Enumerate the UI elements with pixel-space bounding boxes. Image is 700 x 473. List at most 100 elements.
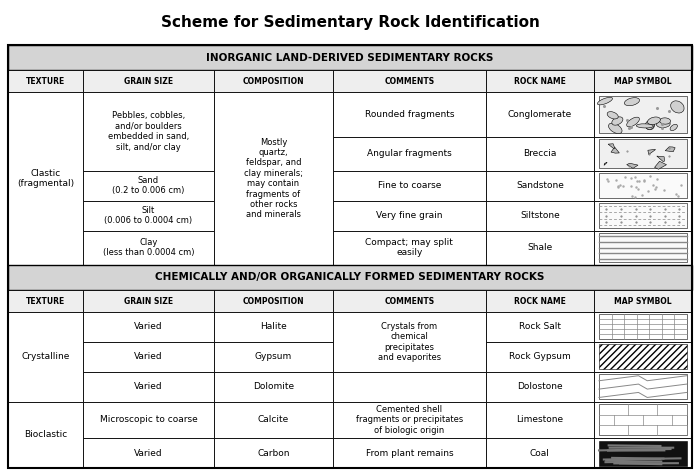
Text: TEXTURE: TEXTURE [26,77,65,86]
Text: Rounded fragments: Rounded fragments [365,110,454,119]
Bar [486,92,594,137]
Ellipse shape [597,97,612,105]
Bar [83,171,214,201]
Text: Crystalline: Crystalline [22,352,70,361]
Ellipse shape [648,117,660,124]
Bar [594,438,692,468]
Bar [594,342,692,372]
Ellipse shape [670,124,678,131]
Bar [594,312,692,342]
Text: Angular fragments: Angular fragments [367,149,452,158]
Bar [486,137,594,171]
Text: Sandstone: Sandstone [516,181,564,190]
Text: Fine to coarse: Fine to coarse [378,181,441,190]
Polygon shape [604,163,607,166]
Bar [214,438,333,468]
Text: ROCK NAME: ROCK NAME [514,77,566,86]
Bar [599,315,687,340]
Bar [8,45,692,468]
Bar [214,290,333,312]
Bar [214,70,333,92]
Ellipse shape [612,117,623,125]
Text: Coal: Coal [530,449,550,458]
Text: Dolostone: Dolostone [517,382,563,391]
Bar [486,171,594,201]
Polygon shape [626,163,638,168]
Ellipse shape [657,121,670,128]
Text: Siltstone: Siltstone [520,211,560,220]
Bar [83,201,214,230]
Ellipse shape [645,121,654,130]
Bar [83,312,214,342]
Polygon shape [608,144,615,149]
Bar [214,402,333,438]
Bar [83,372,214,402]
Polygon shape [648,149,655,155]
Bar [83,438,214,468]
Ellipse shape [659,118,671,124]
Text: COMMENTS: COMMENTS [384,297,435,306]
Text: COMPOSITION: COMPOSITION [243,297,304,306]
Bar [8,402,83,468]
Bar [8,70,83,92]
Bar [333,201,486,230]
Text: Crystals from
chemical
precipitates
and evaporites: Crystals from chemical precipitates and … [378,322,441,362]
Text: MAP SYMBOL: MAP SYMBOL [614,77,672,86]
Bar [486,290,594,312]
Bar [599,374,687,399]
Bar [594,372,692,402]
Bar [333,290,486,312]
Bar [486,438,594,468]
Text: ROCK NAME: ROCK NAME [514,297,566,306]
Bar [594,137,692,171]
Bar [333,372,486,402]
Text: Limestone: Limestone [517,415,564,424]
Ellipse shape [624,97,640,105]
Text: COMPOSITION: COMPOSITION [243,77,304,86]
Bar [594,201,692,230]
Text: Breccia: Breccia [523,149,556,158]
Bar [594,70,692,92]
Bar [486,402,594,438]
Bar [333,438,486,468]
Text: COMMENTS: COMMENTS [384,77,435,86]
Bar [594,92,692,137]
Ellipse shape [636,124,653,128]
Bar [599,233,687,262]
Bar [594,402,692,438]
Polygon shape [657,156,664,162]
Bar [83,290,214,312]
Ellipse shape [608,123,622,133]
Text: Microscopic to coarse: Microscopic to coarse [99,415,197,424]
Bar [599,441,687,466]
Bar [594,290,692,312]
Bar [486,312,594,342]
Text: MAP SYMBOL: MAP SYMBOL [614,297,672,306]
Bar [83,92,214,171]
Text: Varied: Varied [134,382,162,391]
Bar [8,290,83,312]
Text: Varied: Varied [134,449,162,458]
Ellipse shape [646,122,654,130]
Text: Rock Gypsum: Rock Gypsum [509,352,570,361]
Polygon shape [665,147,676,152]
Bar [8,312,83,402]
Text: Conglomerate: Conglomerate [508,110,572,119]
Text: Cemented shell
fragments or precipitates
of biologic origin: Cemented shell fragments or precipitates… [356,405,463,435]
Text: Clastic
(fragmental): Clastic (fragmental) [18,169,74,188]
Bar [486,70,594,92]
Text: Gypsum: Gypsum [255,352,292,361]
Bar [333,230,486,265]
Text: CHEMICALLY AND/OR ORGANICALLY FORMED SEDIMENTARY ROCKS: CHEMICALLY AND/OR ORGANICALLY FORMED SED… [155,272,545,282]
Text: Halite: Halite [260,323,287,332]
Bar [599,344,687,369]
Bar [594,171,692,201]
Polygon shape [611,147,620,153]
Bar [214,92,333,265]
Text: Shale: Shale [527,243,552,252]
Text: Bioclastic: Bioclastic [25,430,67,439]
Bar [333,312,486,372]
Bar [599,173,687,198]
Bar [333,171,486,201]
Bar [333,402,486,438]
